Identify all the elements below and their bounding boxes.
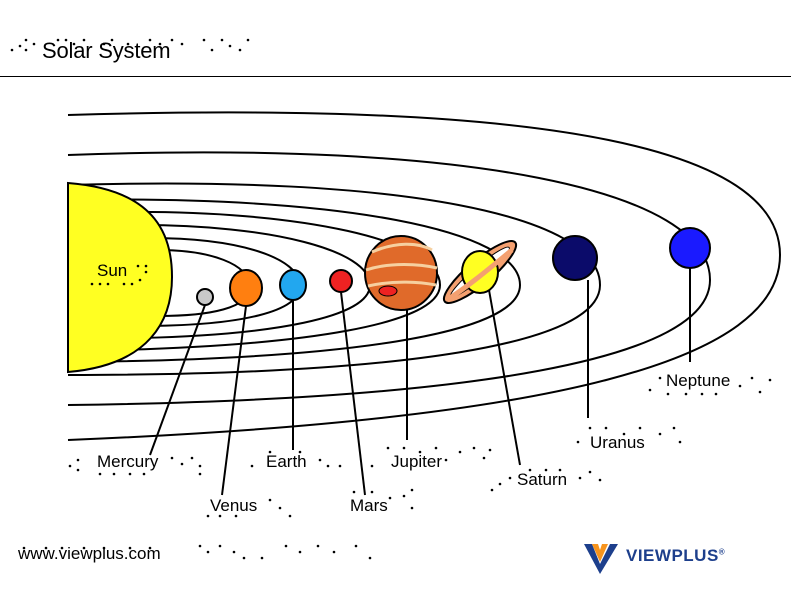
sun-body bbox=[67, 181, 174, 374]
braille-sun bbox=[90, 264, 148, 286]
title-divider bbox=[0, 76, 791, 77]
earth-label: Earth bbox=[266, 452, 307, 471]
leader-lines bbox=[149, 268, 691, 496]
braille-title bbox=[10, 38, 250, 52]
saturn-body bbox=[442, 240, 518, 304]
footer-url[interactable]: www.viewplus.com bbox=[18, 544, 161, 563]
viewplus-logo-text: VIEWPLUS® bbox=[626, 546, 725, 566]
leader-saturn bbox=[488, 289, 521, 466]
logo-word: VIEWPLUS bbox=[626, 546, 719, 565]
orbit-saturn bbox=[67, 182, 602, 376]
venus-body bbox=[229, 269, 263, 307]
mercury-body bbox=[196, 288, 214, 306]
saturn-label: Saturn bbox=[517, 470, 567, 489]
leader-venus bbox=[221, 305, 247, 496]
braille-labels bbox=[68, 376, 772, 518]
orbit-neptune bbox=[67, 111, 782, 441]
uranus-label: Uranus bbox=[590, 433, 645, 452]
orbit-jupiter bbox=[67, 198, 522, 363]
mars-label: Mars bbox=[350, 496, 388, 515]
earth-body bbox=[279, 269, 307, 301]
viewplus-logo: VIEWPLUS® bbox=[582, 540, 752, 576]
orbit-mars bbox=[119, 210, 442, 351]
logo-registered-mark: ® bbox=[718, 547, 726, 557]
neptune-label: Neptune bbox=[666, 371, 730, 390]
page-title: Solar System bbox=[42, 38, 171, 63]
venus-label: Venus bbox=[210, 496, 257, 515]
braille-footer bbox=[22, 544, 372, 560]
leader-mars bbox=[340, 291, 366, 496]
jupiter-label: Jupiter bbox=[391, 452, 442, 471]
sun-label: Sun bbox=[97, 261, 127, 280]
mercury-label: Mercury bbox=[97, 452, 159, 471]
jupiter-body bbox=[364, 235, 438, 311]
mars-body bbox=[329, 269, 353, 293]
leader-mercury bbox=[149, 304, 206, 456]
viewplus-logo-mark-icon bbox=[584, 544, 618, 574]
uranus-body bbox=[552, 235, 598, 281]
neptune-body bbox=[669, 227, 711, 269]
